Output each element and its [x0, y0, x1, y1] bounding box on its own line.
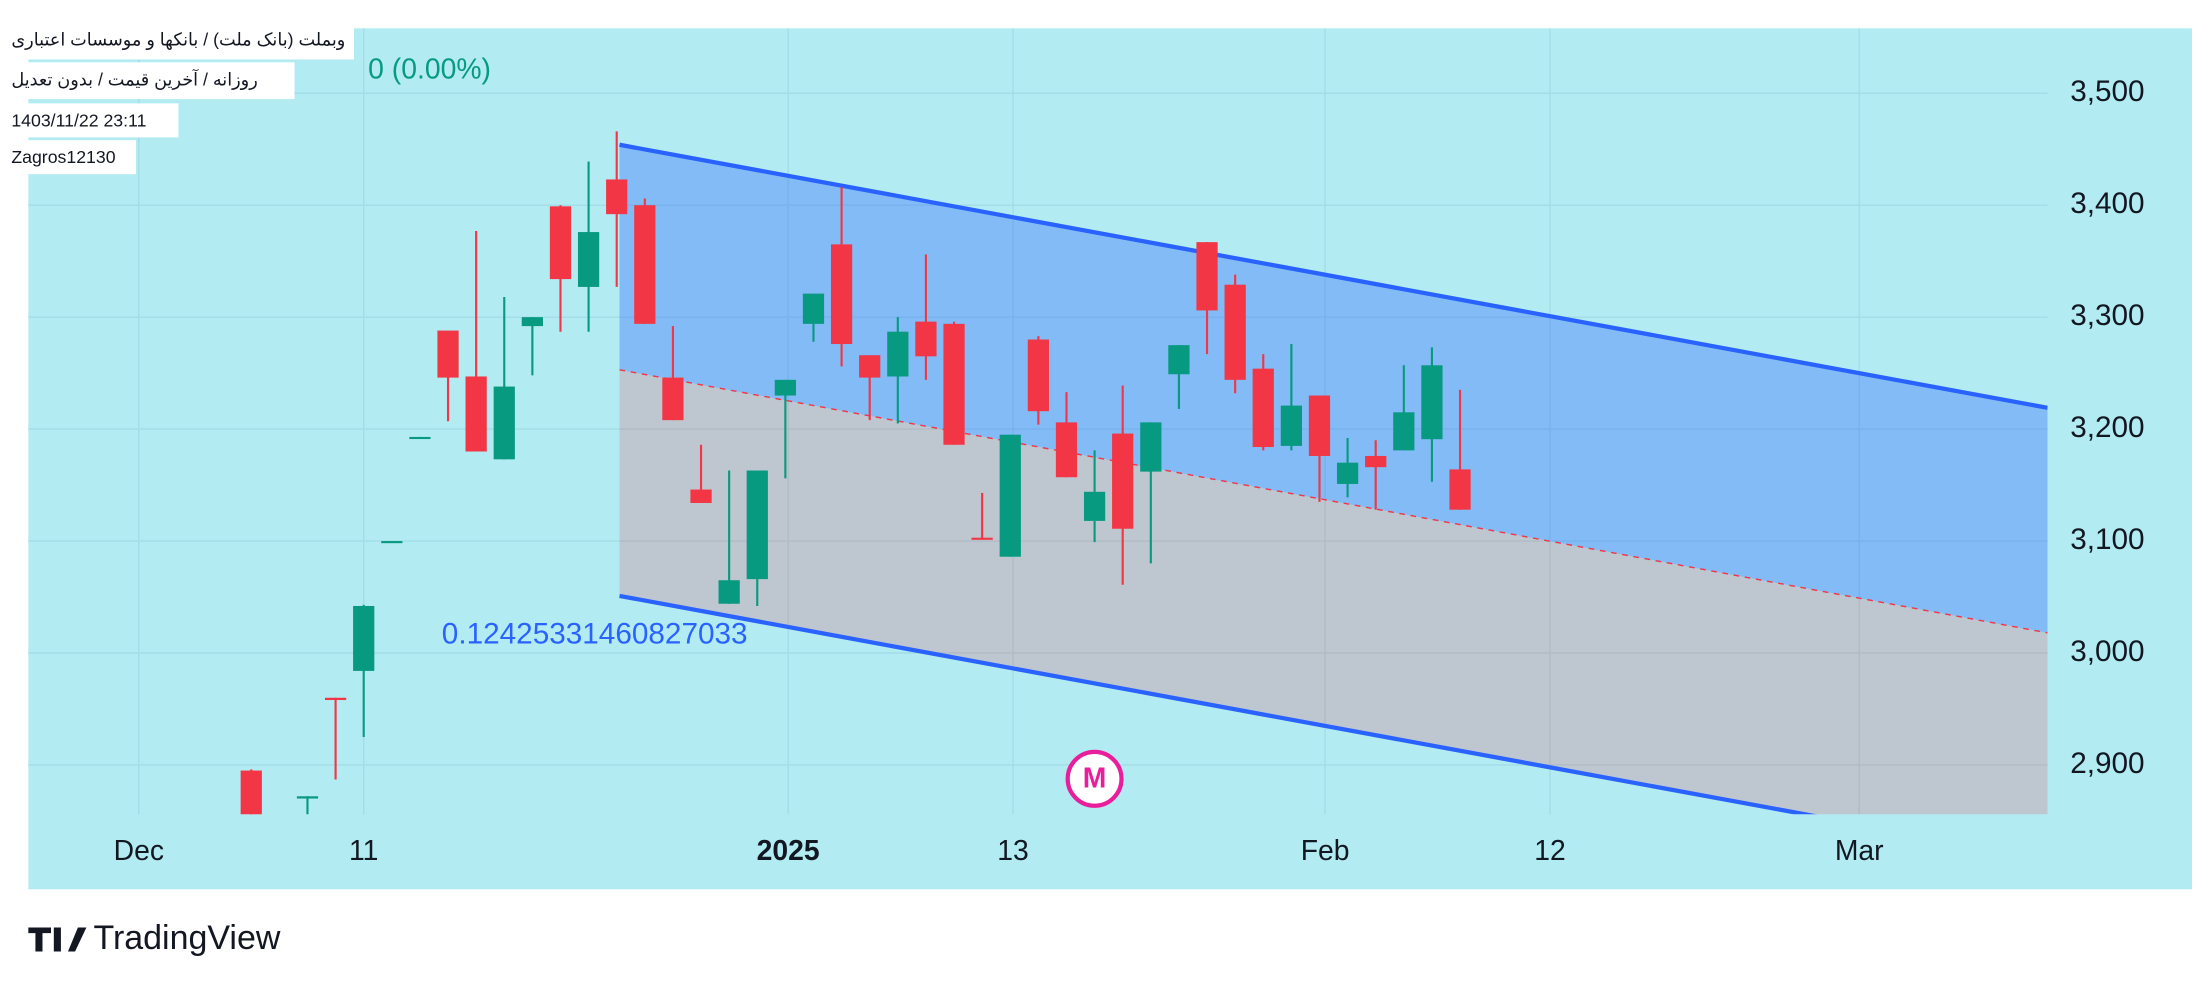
- candle-body: [240, 770, 262, 815]
- candle-body: [859, 355, 881, 378]
- candle-body: [887, 331, 909, 377]
- candle-body: [324, 697, 347, 701]
- x-tick-label: 12: [1534, 835, 1566, 867]
- channel-lower-fill: [619, 369, 2048, 815]
- plot-area: [240, 131, 2048, 815]
- channel-middle: [619, 369, 2048, 634]
- candle-body: [1140, 422, 1162, 472]
- y-tick-label: 3,300: [2070, 299, 2144, 332]
- x-tick-label: Feb: [1301, 835, 1350, 867]
- candle-body: [746, 470, 768, 580]
- event-marker: [1065, 749, 1124, 808]
- candle-body: [1252, 368, 1274, 448]
- y-tick-label: 3,400: [2070, 187, 2144, 220]
- x-tick-label: 2025: [757, 835, 820, 867]
- candle-body: [662, 377, 684, 421]
- candle-body: [971, 537, 993, 540]
- channel-upper-fill: [619, 144, 2048, 633]
- chart-author: Zagros12130: [11, 147, 115, 167]
- x-tick-label: 11: [349, 835, 378, 867]
- candle-body: [634, 205, 656, 324]
- candle-body: [1055, 422, 1078, 478]
- candle-body: [915, 321, 937, 357]
- candle-body: [493, 386, 515, 460]
- header-box: [2, 25, 355, 60]
- overlay: وبملت (بانک ملت) / بانکها و موسسات اعتبا…: [2, 25, 491, 957]
- candle-body: [1224, 284, 1246, 380]
- candle-body: [353, 605, 375, 671]
- symbol-title: وبملت (بانک ملت) / بانکها و موسسات اعتبا…: [11, 30, 345, 51]
- x-tick-label: Mar: [1835, 835, 1884, 867]
- candle-body: [1168, 345, 1190, 375]
- candle-body: [1393, 412, 1415, 451]
- x-tick-label: 13: [997, 835, 1029, 867]
- candle-body: [296, 796, 319, 799]
- candle-body: [718, 580, 740, 604]
- y-tick-label: 2,900: [2070, 747, 2144, 780]
- candle-body: [774, 379, 796, 396]
- candle-body: [1336, 462, 1359, 484]
- header-box: [2, 103, 179, 138]
- axes: 2,900 3,000 3,100 3,200 3,300 3,400 3,500 Dec 11…: [114, 75, 2145, 867]
- candle-body: [1365, 455, 1387, 468]
- candle-body: [1196, 242, 1218, 311]
- chart-settings: روزانه / آخرین قیمت / بدون تعدیل: [11, 68, 257, 90]
- candle-body: [1027, 339, 1049, 412]
- candle-body: [577, 232, 600, 287]
- candle-body: [943, 323, 965, 445]
- candle-body: [465, 376, 487, 452]
- candle-body: [381, 541, 403, 544]
- y-tick-label: 3,200: [2070, 411, 2144, 444]
- channel-lower: [619, 593, 1817, 815]
- candle-body: [549, 206, 572, 280]
- y-tick-label: 3,100: [2070, 523, 2144, 556]
- grid: [28, 28, 2048, 815]
- candle-body: [999, 434, 1021, 557]
- y-tick-label: 3,000: [2070, 635, 2144, 668]
- candle-body: [802, 293, 825, 324]
- candle-body: [606, 179, 628, 215]
- price-change: 0 (0.00%): [368, 53, 491, 85]
- tradingview-logo: [28, 927, 87, 952]
- header-box: [2, 62, 295, 100]
- candle-body: [1112, 433, 1134, 529]
- candle-body: [521, 317, 543, 327]
- candle-body: [1280, 405, 1302, 446]
- footer-brand: TradingView: [93, 919, 280, 957]
- candle-body: [437, 330, 459, 378]
- candle-body: [830, 244, 853, 345]
- event-marker-label: M: [1083, 763, 1107, 795]
- candle-body: [690, 489, 712, 503]
- chart-datetime: 1403/11/22 23:11: [11, 110, 146, 130]
- header-box: [2, 140, 136, 175]
- channel-label: 0.12425331460827033: [442, 618, 748, 651]
- candle-body: [1308, 395, 1331, 456]
- candle-body: [1083, 491, 1106, 521]
- candle-body: [1449, 469, 1471, 510]
- candle-body: [409, 436, 431, 440]
- x-tick-label: Dec: [114, 835, 164, 867]
- candle-body: [1421, 365, 1443, 440]
- chart-background: [28, 28, 2192, 890]
- channel-upper: [619, 142, 2048, 410]
- y-tick-label: 3,500: [2070, 75, 2144, 108]
